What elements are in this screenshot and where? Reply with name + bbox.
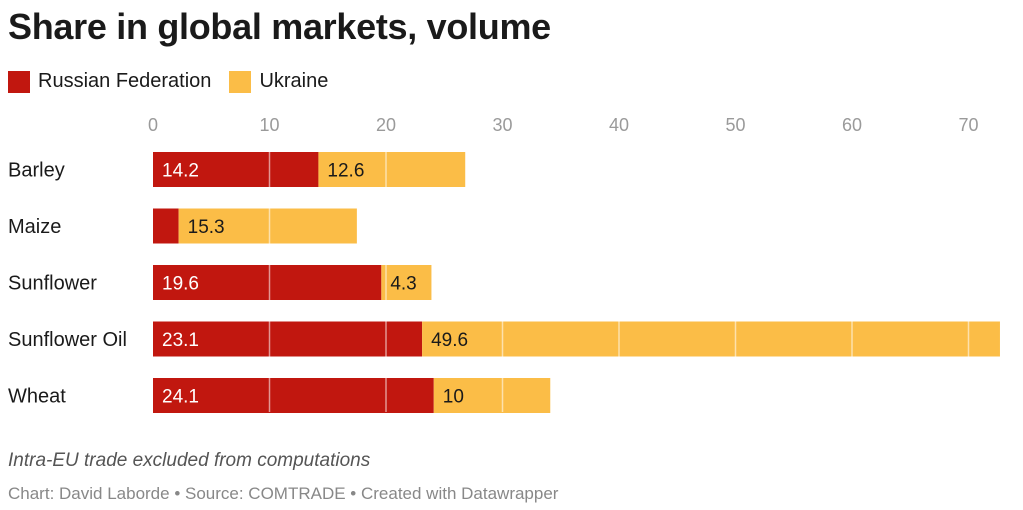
x-tick-label: 30 [492, 115, 512, 135]
x-tick-label: 10 [259, 115, 279, 135]
data-label-ukraine: 49.6 [431, 330, 468, 351]
category-label: Sunflower [8, 273, 97, 295]
legend-label-ukraine: Ukraine [259, 70, 329, 92]
category-label: Sunflower Oil [8, 329, 127, 351]
bar-ukraine [318, 152, 466, 187]
credit-line: Chart: David Laborde • Source: COMTRADE … [8, 484, 559, 503]
legend-item-russia: Russian Federation [8, 70, 211, 93]
legend-swatch-ukraine [229, 70, 252, 93]
legend-label-russia: Russian Federation [38, 70, 212, 92]
legend: Russian Federation Ukraine [8, 70, 346, 93]
footnote: Intra-EU trade excluded from computation… [8, 450, 371, 471]
bar-chart: 0 10 20 30 40 50 60 70 Barley 14.2 12.6 Maize 15.3 Su… [8, 115, 1000, 413]
x-tick-label: 70 [958, 115, 978, 135]
x-tick-label: 20 [376, 115, 396, 135]
data-label-ukraine: 15.3 [188, 217, 225, 238]
data-label-russia: 14.2 [162, 161, 199, 182]
bar-russia [153, 378, 434, 413]
bar-ukraine [381, 265, 432, 300]
bar-russia [153, 321, 423, 357]
x-tick-label: 50 [725, 115, 745, 135]
bar-russia [153, 265, 382, 300]
data-label-ukraine: 12.6 [327, 161, 364, 182]
category-label: Barley [8, 160, 65, 182]
bar-ukraine [433, 378, 551, 413]
bar-ukraine [178, 208, 357, 244]
data-label-ukraine: 10 [443, 387, 464, 408]
category-label: Wheat [8, 386, 66, 408]
legend-swatch-russia [8, 70, 30, 93]
x-tick-label: 40 [609, 115, 629, 135]
data-label-russia: 23.1 [162, 330, 199, 351]
bar-ukraine [422, 321, 1000, 357]
data-label-ukraine: 4.3 [390, 274, 416, 295]
chart-title: Share in global markets, volume [8, 6, 551, 47]
data-label-russia: 24.1 [162, 387, 199, 408]
category-label: Maize [8, 216, 61, 238]
bar-russia [153, 208, 179, 244]
x-tick-label: 0 [148, 115, 158, 135]
data-label-russia: 19.6 [162, 274, 199, 295]
legend-item-ukraine: Ukraine [229, 70, 328, 93]
x-tick-label: 60 [842, 115, 862, 135]
bar-russia [153, 152, 319, 187]
